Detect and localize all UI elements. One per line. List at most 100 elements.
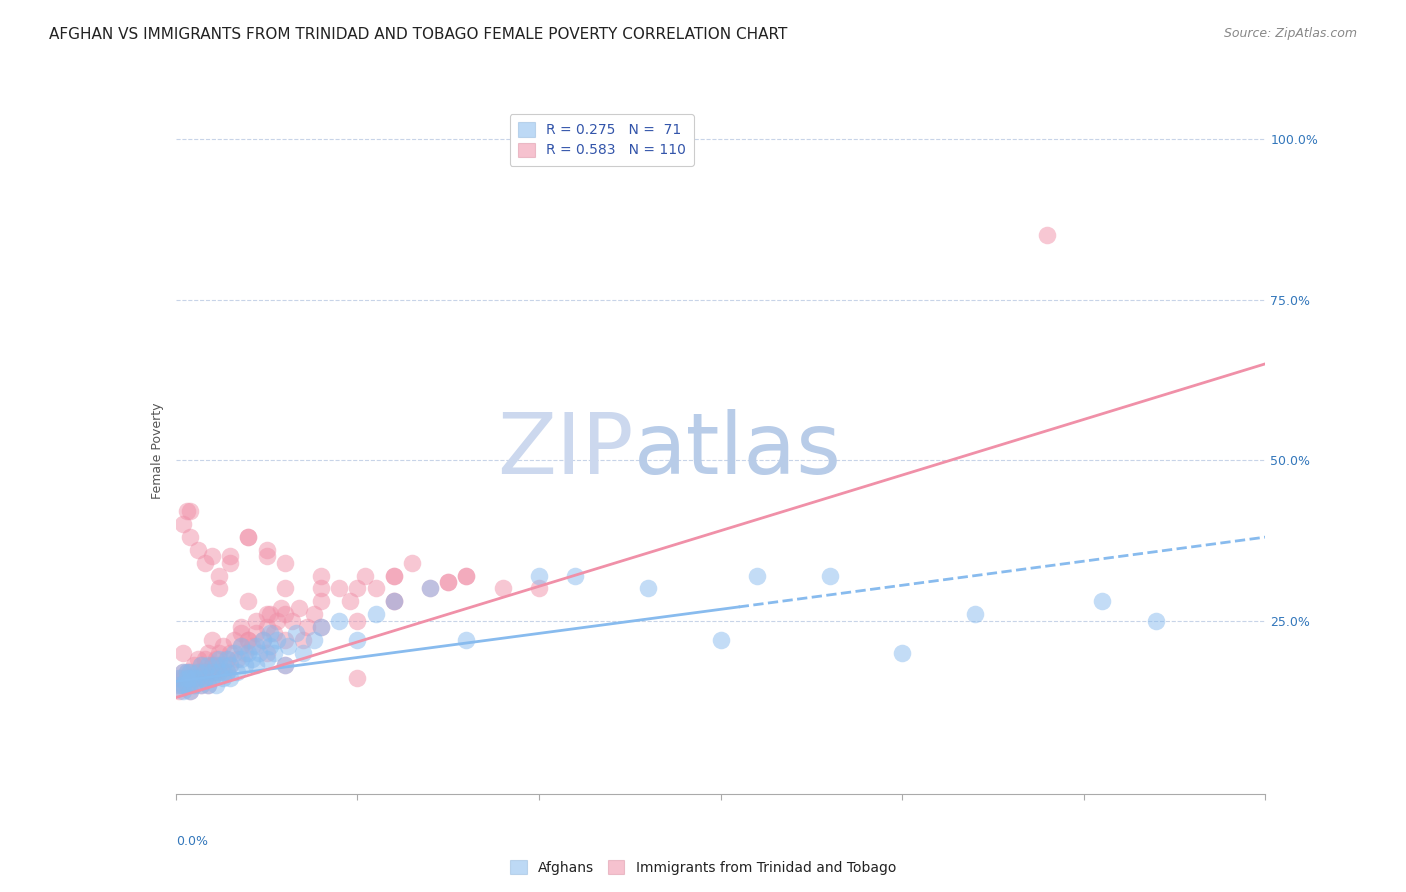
Point xyxy=(186,543,209,558)
Point xyxy=(245,626,267,640)
Point xyxy=(212,639,235,653)
Point xyxy=(309,568,332,582)
Point xyxy=(219,658,242,673)
Point xyxy=(215,652,238,666)
Point xyxy=(339,594,361,608)
Point xyxy=(277,639,299,653)
Point xyxy=(274,658,297,673)
Text: 0.0%: 0.0% xyxy=(176,835,208,848)
Point xyxy=(222,632,245,647)
Point xyxy=(309,620,332,634)
Text: Source: ZipAtlas.com: Source: ZipAtlas.com xyxy=(1223,27,1357,40)
Point xyxy=(284,626,307,640)
Point xyxy=(309,594,332,608)
Point xyxy=(183,678,205,692)
Point xyxy=(190,658,212,673)
Point xyxy=(172,517,194,532)
Point xyxy=(437,575,460,590)
Point xyxy=(190,658,212,673)
Point xyxy=(208,665,231,679)
Point xyxy=(169,671,191,685)
Legend: R = 0.275   N =  71, R = 0.583   N = 110: R = 0.275 N = 71, R = 0.583 N = 110 xyxy=(509,114,695,166)
Point xyxy=(256,543,278,558)
Point xyxy=(527,568,550,582)
Point xyxy=(346,582,368,596)
Point xyxy=(256,607,278,622)
Point xyxy=(197,678,219,692)
Point xyxy=(302,607,325,622)
Point xyxy=(179,684,201,698)
Point xyxy=(256,549,278,564)
Point xyxy=(328,614,350,628)
Point xyxy=(208,568,231,582)
Point xyxy=(240,652,263,666)
Point xyxy=(456,632,478,647)
Point xyxy=(233,646,256,660)
Point xyxy=(190,678,212,692)
Point xyxy=(172,665,194,679)
Point xyxy=(240,639,263,653)
Point xyxy=(231,620,253,634)
Point xyxy=(197,658,219,673)
Point xyxy=(172,678,194,692)
Point xyxy=(186,665,209,679)
Point xyxy=(259,639,281,653)
Point xyxy=(274,632,297,647)
Point xyxy=(274,607,297,622)
Point xyxy=(172,678,194,692)
Point xyxy=(245,639,267,653)
Point xyxy=(437,575,460,590)
Point xyxy=(172,665,194,679)
Point xyxy=(172,684,194,698)
Point xyxy=(208,582,231,596)
Point xyxy=(201,549,224,564)
Point xyxy=(231,639,253,653)
Point xyxy=(1091,594,1114,608)
Point xyxy=(212,665,235,679)
Point xyxy=(382,594,405,608)
Point xyxy=(1146,614,1168,628)
Point xyxy=(197,665,219,679)
Point xyxy=(197,678,219,692)
Point xyxy=(564,568,586,582)
Point xyxy=(201,671,224,685)
Point xyxy=(382,568,405,582)
Point xyxy=(219,646,242,660)
Y-axis label: Female Poverty: Female Poverty xyxy=(150,402,165,499)
Point xyxy=(204,665,226,679)
Point xyxy=(208,658,231,673)
Point xyxy=(891,646,914,660)
Point xyxy=(382,594,405,608)
Point xyxy=(176,665,198,679)
Point xyxy=(169,684,191,698)
Point xyxy=(231,639,253,653)
Point xyxy=(364,582,387,596)
Point xyxy=(259,626,281,640)
Point xyxy=(215,665,238,679)
Point xyxy=(346,632,368,647)
Point xyxy=(176,665,198,679)
Point xyxy=(194,671,217,685)
Point xyxy=(212,671,235,685)
Point xyxy=(382,568,405,582)
Point xyxy=(419,582,441,596)
Point xyxy=(245,614,267,628)
Point xyxy=(190,678,212,692)
Text: ZIP: ZIP xyxy=(496,409,633,492)
Point xyxy=(176,504,198,518)
Point xyxy=(172,646,194,660)
Point xyxy=(169,678,191,692)
Point xyxy=(183,658,205,673)
Point xyxy=(263,626,285,640)
Point xyxy=(346,671,368,685)
Point xyxy=(270,600,292,615)
Legend: Afghans, Immigrants from Trinidad and Tobago: Afghans, Immigrants from Trinidad and To… xyxy=(505,855,901,880)
Point xyxy=(183,671,205,685)
Point xyxy=(291,646,314,660)
Point xyxy=(274,582,297,596)
Point xyxy=(179,530,201,544)
Point xyxy=(176,671,198,685)
Point xyxy=(1036,228,1059,243)
Point xyxy=(710,632,733,647)
Point xyxy=(186,671,209,685)
